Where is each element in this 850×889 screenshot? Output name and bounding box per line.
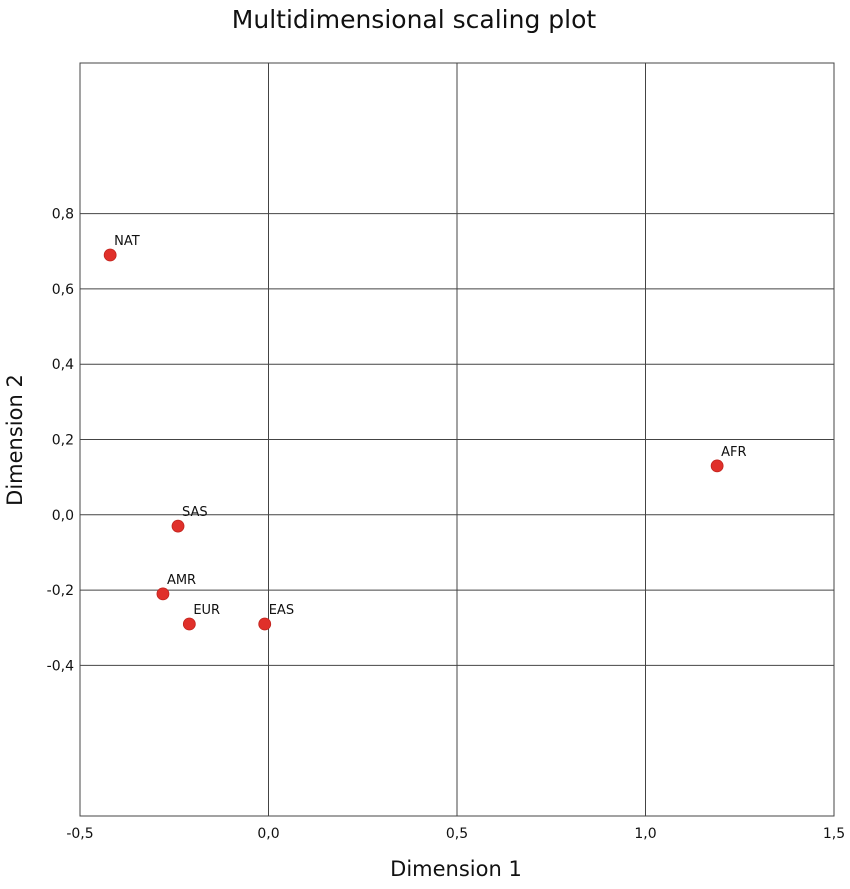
y-tick-label: 0,8 xyxy=(52,207,74,223)
x-axis-ticks: -0,5 0,0 0,5 1,0 1,5 xyxy=(66,826,845,842)
point-marker xyxy=(171,519,185,533)
data-points: NAT AFR SAS AMR EUR EAS xyxy=(103,234,747,631)
point-label: AFR xyxy=(721,445,746,460)
point-marker xyxy=(710,459,724,473)
y-axis-title: Dimension 2 xyxy=(3,374,27,506)
point-marker xyxy=(182,617,196,631)
data-point-afr: AFR xyxy=(710,445,747,473)
x-tick-label: 1,5 xyxy=(823,826,845,842)
point-label: EAS xyxy=(269,603,294,618)
y-tick-label: -0,4 xyxy=(47,658,74,674)
point-label: SAS xyxy=(182,505,208,520)
x-tick-label: 1,0 xyxy=(634,826,656,842)
chart-title: Multidimensional scaling plot xyxy=(232,5,597,34)
point-label: AMR xyxy=(167,573,196,588)
x-tick-label: 0,5 xyxy=(446,826,468,842)
y-tick-label: 0,0 xyxy=(52,508,74,524)
point-marker xyxy=(103,248,117,262)
point-label: NAT xyxy=(114,234,140,249)
plot-frame xyxy=(79,62,835,817)
data-point-nat: NAT xyxy=(103,234,140,262)
point-label: EUR xyxy=(193,603,220,618)
data-point-sas: SAS xyxy=(171,505,208,533)
grid-lines xyxy=(80,63,834,816)
point-marker xyxy=(156,587,170,601)
x-tick-label: -0,5 xyxy=(66,826,93,842)
y-tick-label: -0,2 xyxy=(47,583,74,599)
y-tick-label: 0,4 xyxy=(52,357,74,373)
point-marker xyxy=(258,617,272,631)
y-tick-label: 0,6 xyxy=(52,282,74,298)
data-point-eas: EAS xyxy=(258,603,294,631)
x-axis-title: Dimension 1 xyxy=(390,857,522,881)
y-tick-label: 0,2 xyxy=(52,433,74,449)
y-axis-ticks: 0,8 0,6 0,4 0,2 0,0 -0,2 -0,4 xyxy=(47,207,74,675)
data-point-amr: AMR xyxy=(156,573,196,601)
x-tick-label: 0,0 xyxy=(257,826,279,842)
data-point-eur: EUR xyxy=(182,603,220,631)
